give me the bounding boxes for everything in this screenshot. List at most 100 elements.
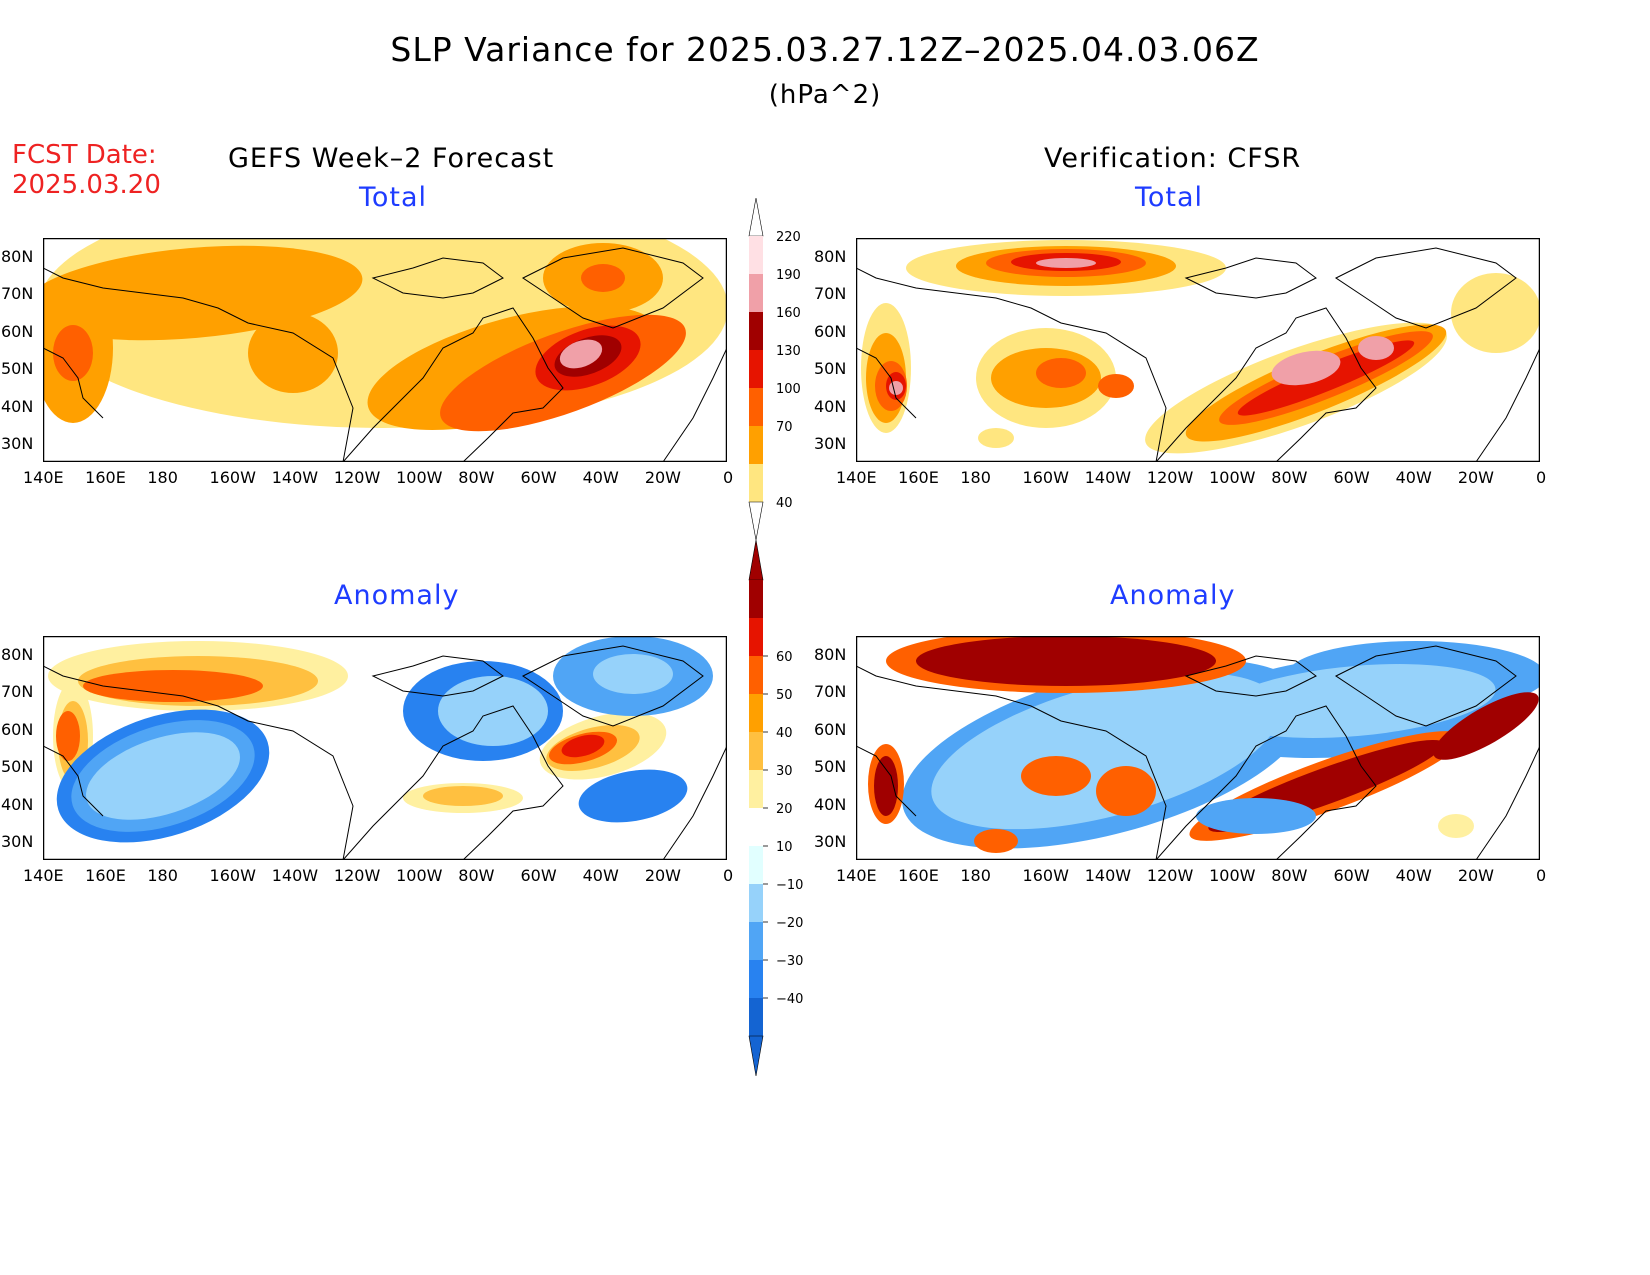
lat-tick-label: 80N [814,645,847,664]
field-contour [1451,273,1540,353]
coastline [43,347,104,419]
field-contour [561,734,605,758]
field-contour [974,829,1018,853]
field-contour [593,654,673,694]
lat-tick-label: 50N [1,359,34,379]
lat-tick-label: 40N [1,396,34,416]
lon-tick-label: 40W [582,468,619,487]
forecast-date-value: 2025.03.20 [12,170,161,200]
field-contour [53,325,93,381]
field-contour [916,636,1216,686]
field-contour [248,313,338,393]
lon-tick-label: 80W [458,866,495,885]
field-contour [1438,814,1474,838]
colorbar-tick-label: 30 [776,764,793,779]
coastline [1155,307,1377,462]
lon-tick-label: 100W [1209,468,1256,487]
lon-tick-label: 160W [209,468,256,487]
colorbar-segment [749,350,763,388]
lon-tick-label: 140W [271,468,319,487]
field-contour [1036,358,1086,388]
lon-tick-label: 160E [85,866,126,885]
coastline [1335,247,1517,329]
coastline [371,257,504,299]
anomaly-colorbar: −40 −30 −20 −10 10 20 30 40 50 60 [748,539,818,1090]
lat-tick-label: 50N [814,359,847,379]
lat-tick-label: 60N [1,719,34,739]
lon-tick-label: 180 [960,468,991,487]
lon-tick-label: 60W [520,866,557,885]
colorbar-segment [749,312,763,350]
lat-tick-label: 40N [814,794,847,814]
colorbar-segment [749,656,763,694]
forecast-date-block: FCST Date: 2025.03.20 [12,140,161,200]
lon-tick-label: 140W [1084,468,1132,487]
coastline [1155,705,1377,860]
colorbar-segment [749,618,763,656]
field-contour [1216,664,1496,738]
lon-tick-label: 40W [1395,468,1432,487]
lon-tick-label: 120W [1146,468,1194,487]
colorbar-bottom-arrow [748,501,764,541]
coastline [662,745,727,860]
colorbar-tick-label: 50 [776,688,793,703]
field-contour [978,428,1014,448]
lat-tick-label: 80N [1,645,34,664]
map-frame [856,238,1540,462]
coastline [342,705,564,860]
colorbar-top-arrow [748,539,764,581]
lat-tick-label: 80N [1,247,34,266]
field-contour [931,672,1281,830]
field-contour [423,786,503,806]
lat-tick-label: 70N [1,682,34,702]
lon-tick-label: 0 [723,866,734,885]
fcst-anomaly-subtitle: Anomaly [334,580,460,611]
lon-tick-label: 60W [1333,468,1370,487]
lon-tick-label: 180 [147,468,178,487]
coastline [371,655,504,697]
lon-tick-label: 20W [1457,468,1494,487]
lon-tick-label: 20W [644,866,681,885]
lat-tick-label: 80N [814,247,847,266]
lon-tick-label: 20W [644,468,681,487]
field-contour [1021,756,1091,796]
lon-tick-label: 80W [458,468,495,487]
colorbar-top-arrow [748,197,764,237]
coastline [522,247,704,329]
total-colorbar: 40 70 100 130 160 190 220 [748,197,818,544]
coastline [856,347,917,419]
lon-tick-label: 140E [23,468,64,487]
field-contour [56,711,80,761]
lon-tick-label: 120W [1146,866,1194,885]
lon-tick-label: 180 [147,866,178,885]
colorbar-tick-label: 220 [776,230,801,245]
coastline [43,665,354,860]
lat-tick-label: 30N [1,434,34,453]
field-contour [438,676,548,746]
colorbar-segment [749,770,763,808]
lat-tick-label: 30N [814,832,847,851]
fcst-anomaly-map [43,636,727,860]
colorbar-tick-label: −10 [776,878,803,893]
coastline [522,645,704,727]
lon-tick-label: 40W [1395,866,1432,885]
coastline [1184,257,1317,299]
colorbar-tick-label: 160 [776,306,801,321]
field-contour [1358,336,1394,360]
colorbar-segment [749,732,763,770]
lon-tick-label: 140W [1084,866,1132,885]
lon-tick-label: 160W [1022,468,1069,487]
lon-tick-label: 0 [723,468,734,487]
map-frame [43,238,727,462]
lat-tick-label: 70N [1,284,34,304]
colorbar-segment [749,694,763,732]
coastline [856,745,917,817]
colorbar-segment [749,884,763,922]
field-contour [1098,374,1134,398]
field-contour [86,732,240,820]
lon-tick-label: 120W [333,866,381,885]
lon-tick-label: 100W [1209,866,1256,885]
colorbar-tick-label: 10 [776,840,793,855]
coastline [1335,645,1517,727]
lon-tick-label: 160E [85,468,126,487]
